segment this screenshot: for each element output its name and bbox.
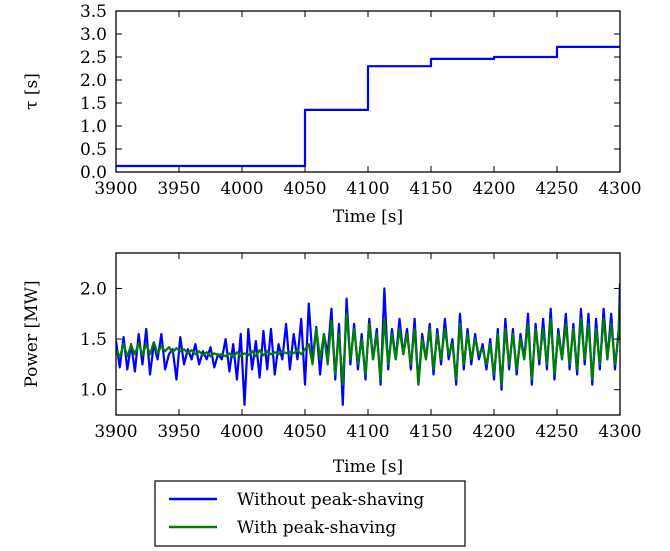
x-axis-label: Time [s] bbox=[333, 207, 403, 227]
y-axis-label: Power [MW] bbox=[22, 280, 42, 387]
y-tick-label: 0.0 bbox=[80, 163, 107, 183]
x-tick-label: 4300 bbox=[598, 179, 641, 199]
y-tick-label: 1.5 bbox=[80, 94, 107, 114]
series-group bbox=[116, 45, 620, 168]
x-tick-label: 4100 bbox=[346, 179, 389, 199]
x-tick-label: 4000 bbox=[220, 179, 263, 199]
x-tick-label: 4100 bbox=[346, 422, 389, 442]
series-line-0-0 bbox=[116, 45, 620, 168]
x-tick-label: 4050 bbox=[283, 179, 326, 199]
series-line-with-peak-shaving bbox=[116, 298, 620, 386]
y-tick-label: 0.5 bbox=[80, 140, 107, 160]
y-axis-label: τ [s] bbox=[22, 73, 42, 110]
series-group bbox=[116, 283, 620, 406]
legend-box bbox=[154, 480, 466, 547]
x-tick-label: 4000 bbox=[220, 422, 263, 442]
y-tick-label: 1.0 bbox=[80, 117, 107, 137]
legend: Without peak-shaving With peak-shaving bbox=[154, 480, 466, 547]
power-chart: 3900 3950 4000 4050 4100 4150 4200 4250 4300 1.0 1… bbox=[22, 252, 642, 477]
legend-label: Without peak-shaving bbox=[237, 490, 424, 510]
x-tick-label: 4200 bbox=[472, 179, 515, 199]
x-axis-label: Time [s] bbox=[333, 457, 403, 477]
tau-chart: 3900 3950 4000 4050 4100 4150 4200 4250 4300 0.0 0… bbox=[22, 2, 642, 227]
y-tick-label: 3.0 bbox=[80, 25, 107, 45]
x-tick-label: 4150 bbox=[409, 179, 452, 199]
x-tick-label: 3950 bbox=[157, 179, 200, 199]
x-tick-label: 4300 bbox=[598, 422, 641, 442]
x-tick-label: 4150 bbox=[409, 422, 452, 442]
y-tick-label: 3.5 bbox=[80, 2, 107, 22]
y-tick-label: 1.5 bbox=[80, 330, 107, 350]
x-tick-label: 4050 bbox=[283, 422, 326, 442]
y-tick-label: 2.0 bbox=[80, 71, 107, 91]
x-tick-label: 4250 bbox=[535, 422, 578, 442]
x-tick-label: 3950 bbox=[157, 422, 200, 442]
y-tick-label: 2.5 bbox=[80, 48, 107, 68]
legend-label: With peak-shaving bbox=[237, 518, 396, 538]
y-tick-label: 1.0 bbox=[80, 381, 107, 401]
x-tick-label: 4250 bbox=[535, 179, 578, 199]
y-tick-label: 2.0 bbox=[80, 279, 107, 299]
x-tick-label: 3900 bbox=[94, 179, 137, 199]
x-tick-label: 3900 bbox=[94, 422, 137, 442]
x-tick-label: 4200 bbox=[472, 422, 515, 442]
